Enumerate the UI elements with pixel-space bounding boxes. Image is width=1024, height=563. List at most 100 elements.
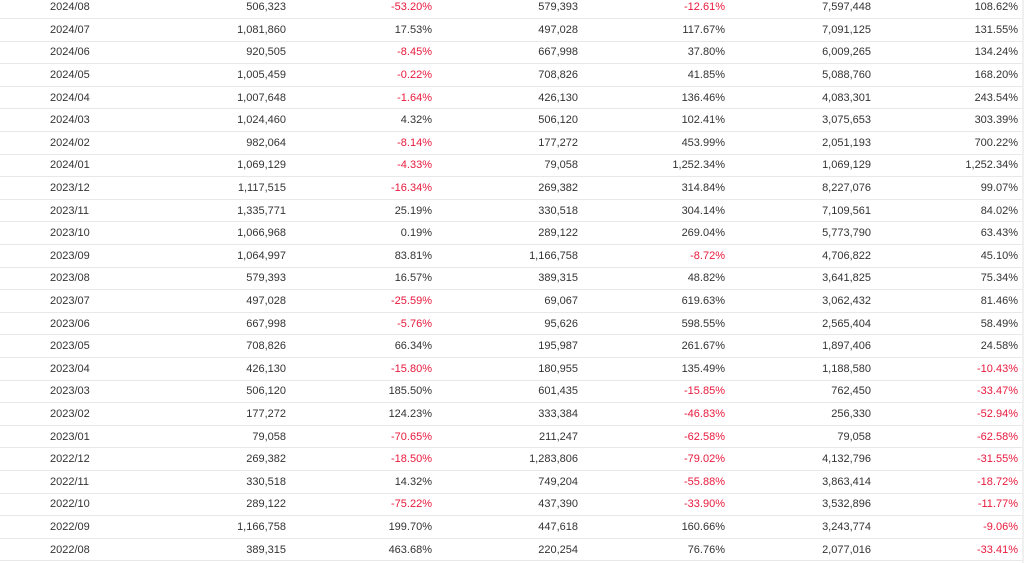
change-3-cell: 81.46% [980,295,1018,308]
change-1-cell: -16.34% [391,182,432,195]
change-3-cell: 243.54% [974,91,1018,104]
date-cell: 2023/01 [50,430,90,443]
value-2-cell: 667,998 [538,46,578,59]
change-3-cell: 99.07% [980,182,1018,195]
change-2-cell: -8.72% [690,249,725,262]
value-1-cell: 1,064,997 [237,249,286,262]
value-1-cell: 1,007,648 [237,91,286,104]
change-1-cell: 124.23% [388,407,432,420]
value-1-cell: 506,120 [246,385,286,398]
value-3-cell: 4,132,796 [822,453,871,466]
value-2-cell: 426,130 [538,91,578,104]
change-1-cell: 66.34% [394,340,432,353]
scrollbar-edge [1022,0,1024,563]
change-3-cell: 75.34% [980,272,1018,285]
change-1-cell: -4.33% [397,159,432,172]
date-cell: 2024/08 [50,1,90,14]
date-cell: 2024/06 [50,46,90,59]
value-2-cell: 749,204 [538,475,578,488]
change-1-cell: -1.64% [397,91,432,104]
table-row: 2023/10 1,066,968 0.19% 289,122 269.04% … [0,222,1024,245]
change-3-cell: -10.43% [977,362,1018,375]
change-2-cell: 160.66% [681,520,725,533]
value-2-cell: 333,384 [538,407,578,420]
change-1-cell: 199.70% [388,520,432,533]
change-1-cell: 14.32% [394,475,432,488]
value-1-cell: 708,826 [246,340,286,353]
change-3-cell: -52.94% [977,407,1018,420]
change-3-cell: 45.10% [980,249,1018,262]
value-1-cell: 1,024,460 [237,114,286,127]
change-3-cell: -33.47% [977,385,1018,398]
change-3-cell: -18.72% [977,475,1018,488]
date-cell: 2023/07 [50,295,90,308]
value-1-cell: 982,064 [246,136,286,149]
value-3-cell: 7,109,561 [822,204,871,217]
table-row: 2024/01 1,069,129 -4.33% 79,058 1,252.34… [0,154,1024,177]
date-cell: 2023/04 [50,362,90,375]
change-3-cell: 131.55% [974,23,1018,36]
change-1-cell: 25.19% [394,204,432,217]
value-2-cell: 269,382 [538,182,578,195]
value-1-cell: 1,166,758 [237,520,286,533]
date-cell: 2023/06 [50,317,90,330]
change-1-cell: 4.32% [400,114,432,127]
value-3-cell: 762,450 [831,385,871,398]
value-2-cell: 69,067 [544,295,578,308]
value-2-cell: 195,987 [538,340,578,353]
date-cell: 2024/03 [50,114,90,127]
value-3-cell: 8,227,076 [822,182,871,195]
change-3-cell: 63.43% [980,227,1018,240]
change-3-cell: 24.58% [980,340,1018,353]
change-2-cell: 619.63% [681,295,725,308]
value-1-cell: 506,323 [246,1,286,14]
change-1-cell: -70.65% [391,430,432,443]
value-1-cell: 1,117,515 [237,182,286,195]
value-2-cell: 180,955 [538,362,578,375]
value-3-cell: 2,077,016 [822,543,871,556]
change-1-cell: -25.59% [391,295,432,308]
change-1-cell: 16.57% [394,272,432,285]
value-1-cell: 79,058 [252,430,286,443]
table-row: 2022/12 269,382 -18.50% 1,283,806 -79.02… [0,448,1024,471]
table-row: 2022/08 389,315 463.68% 220,254 76.76% 2… [0,538,1024,561]
change-2-cell: 41.85% [687,69,725,82]
date-cell: 2024/05 [50,69,90,82]
date-cell: 2023/08 [50,272,90,285]
change-1-cell: 0.19% [400,227,432,240]
table-row: 2024/04 1,007,648 -1.64% 426,130 136.46%… [0,86,1024,109]
change-1-cell: 17.53% [394,23,432,36]
value-3-cell: 3,863,414 [822,475,871,488]
date-cell: 2022/10 [50,498,90,511]
date-cell: 2023/11 [50,204,89,217]
value-2-cell: 601,435 [538,385,578,398]
value-1-cell: 289,122 [246,498,286,511]
value-1-cell: 667,998 [246,317,286,330]
value-1-cell: 579,393 [246,272,286,285]
change-1-cell: 83.81% [394,249,432,262]
date-cell: 2023/12 [50,182,90,195]
change-3-cell: -62.58% [977,430,1018,443]
table-row: 2023/09 1,064,997 83.81% 1,166,758 -8.72… [0,245,1024,268]
table-row: 2023/05 708,826 66.34% 195,987 261.67% 1… [0,335,1024,358]
change-2-cell: -33.90% [684,498,725,511]
change-2-cell: -12.61% [684,1,725,14]
value-2-cell: 330,518 [538,204,578,217]
change-1-cell: -75.22% [391,498,432,511]
change-1-cell: -53.20% [391,1,432,14]
table-row: 2023/01 79,058 -70.65% 211,247 -62.58% 7… [0,425,1024,448]
value-2-cell: 1,283,806 [529,453,578,466]
value-2-cell: 95,626 [544,317,578,330]
value-3-cell: 4,083,301 [822,91,871,104]
change-2-cell: -15.85% [684,385,725,398]
value-3-cell: 3,062,432 [822,295,871,308]
value-1-cell: 330,518 [246,475,286,488]
value-3-cell: 1,188,580 [822,362,871,375]
change-2-cell: -79.02% [684,453,725,466]
date-cell: 2024/02 [50,136,90,149]
value-3-cell: 6,009,265 [822,46,871,59]
table-row: 2023/08 579,393 16.57% 389,315 48.82% 3,… [0,267,1024,290]
